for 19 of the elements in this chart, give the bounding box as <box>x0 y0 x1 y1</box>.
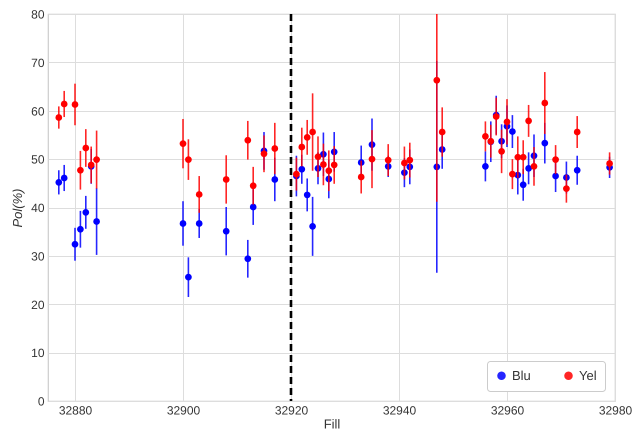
x-axis-title: Fill <box>324 416 340 429</box>
legend-label: Yel <box>579 368 597 383</box>
y-tick-label: 70 <box>31 56 45 70</box>
y-tick-label: 80 <box>31 8 45 22</box>
x-tick-label: 32920 <box>274 404 309 418</box>
y-tick-label: 50 <box>31 152 45 167</box>
y-tick-label: 30 <box>31 249 45 264</box>
x-tick-label: 32880 <box>58 404 93 418</box>
legend-label: Blu <box>512 368 531 383</box>
y-tick-label: 20 <box>31 298 45 312</box>
x-tick-label: 32980 <box>598 404 633 418</box>
y-tick-label: 40 <box>31 201 45 215</box>
x-tick-label: 32940 <box>382 404 417 418</box>
y-tick-label: 60 <box>31 104 45 118</box>
x-tick-label: 32960 <box>490 404 525 418</box>
x-tick-label: 32900 <box>166 404 201 418</box>
y-axis-title: Pol(%) <box>10 188 26 228</box>
y-tick-label: 10 <box>31 346 45 360</box>
y-tick-label: 0 <box>38 394 45 408</box>
